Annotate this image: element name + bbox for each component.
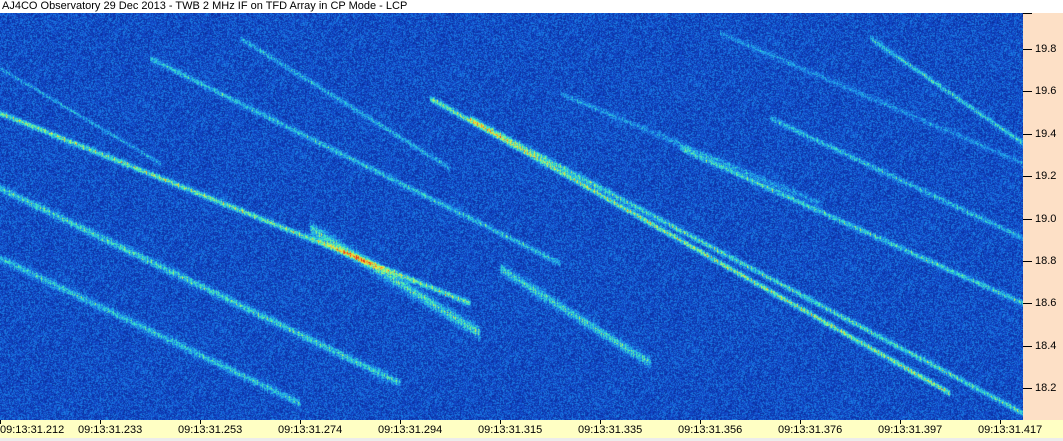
- y-tick-mark: [1023, 218, 1032, 220]
- spectrogram-plot: [0, 13, 1023, 420]
- x-tick-mark: [1000, 420, 1001, 424]
- x-tick-mark: [400, 420, 401, 424]
- x-tick-mark: [700, 420, 701, 424]
- x-tick-mark: [900, 420, 901, 424]
- y-tick-mark: [1023, 13, 1032, 14]
- y-tick-mark: [1023, 303, 1032, 305]
- y-tick-label: 18.2: [1035, 382, 1057, 395]
- y-tick-mark: [1023, 49, 1032, 51]
- x-tick-mark: [0, 420, 1, 424]
- x-tick-mark: [600, 420, 601, 424]
- x-tick-mark: [100, 420, 101, 424]
- time-axis: 09:13:31.212 09:13:31.233 09:13:31.253 09:1…: [0, 420, 1063, 438]
- y-tick-label: 18.4: [1035, 339, 1057, 352]
- x-tick-label: 09:13:31.233: [78, 424, 143, 436]
- x-tick-label: 09:13:31.335: [578, 424, 643, 436]
- y-tick-label: 19.4: [1035, 127, 1057, 140]
- y-tick-label: 19.8: [1035, 43, 1057, 56]
- x-tick-label: 09:13:31.315: [478, 424, 543, 436]
- x-tick-label: 09:13:31.294: [378, 424, 443, 436]
- y-tick-mark: [1023, 388, 1032, 390]
- x-tick-label: 09:13:31.274: [278, 424, 343, 436]
- y-tick-label: 19.2: [1035, 170, 1057, 183]
- x-tick-mark: [500, 420, 501, 424]
- y-tick-label: 19.6: [1035, 85, 1057, 98]
- y-tick-mark: [1023, 261, 1032, 263]
- frequency-axis: 19.8 19.6 19.4 19.2 19.0 18.8 18.6 18.4 18.2: [1023, 13, 1063, 420]
- x-tick-label: 09:13:31.376: [778, 424, 843, 436]
- y-tick-mark: [1023, 91, 1032, 93]
- x-tick-mark: [300, 420, 301, 424]
- x-tick-label: 09:13:31.253: [178, 424, 243, 436]
- x-tick-mark: [800, 420, 801, 424]
- y-tick-mark: [1023, 345, 1032, 347]
- y-tick-mark: [1023, 176, 1032, 178]
- x-tick-label: 09:13:31.397: [878, 424, 943, 436]
- chart-title: AJ4CO Observatory 29 Dec 2013 - TWB 2 MH…: [0, 0, 1063, 13]
- x-tick-label: 09:13:31.356: [678, 424, 743, 436]
- x-tick-label: 09:13:31.212: [0, 424, 65, 436]
- x-tick-mark: [200, 420, 201, 424]
- y-tick-label: 19.0: [1035, 212, 1057, 225]
- y-tick-label: 18.6: [1035, 297, 1057, 310]
- y-tick-label: 18.8: [1035, 255, 1057, 268]
- x-tick-label: 09:13:31.417: [978, 424, 1043, 436]
- y-tick-mark: [1023, 133, 1032, 135]
